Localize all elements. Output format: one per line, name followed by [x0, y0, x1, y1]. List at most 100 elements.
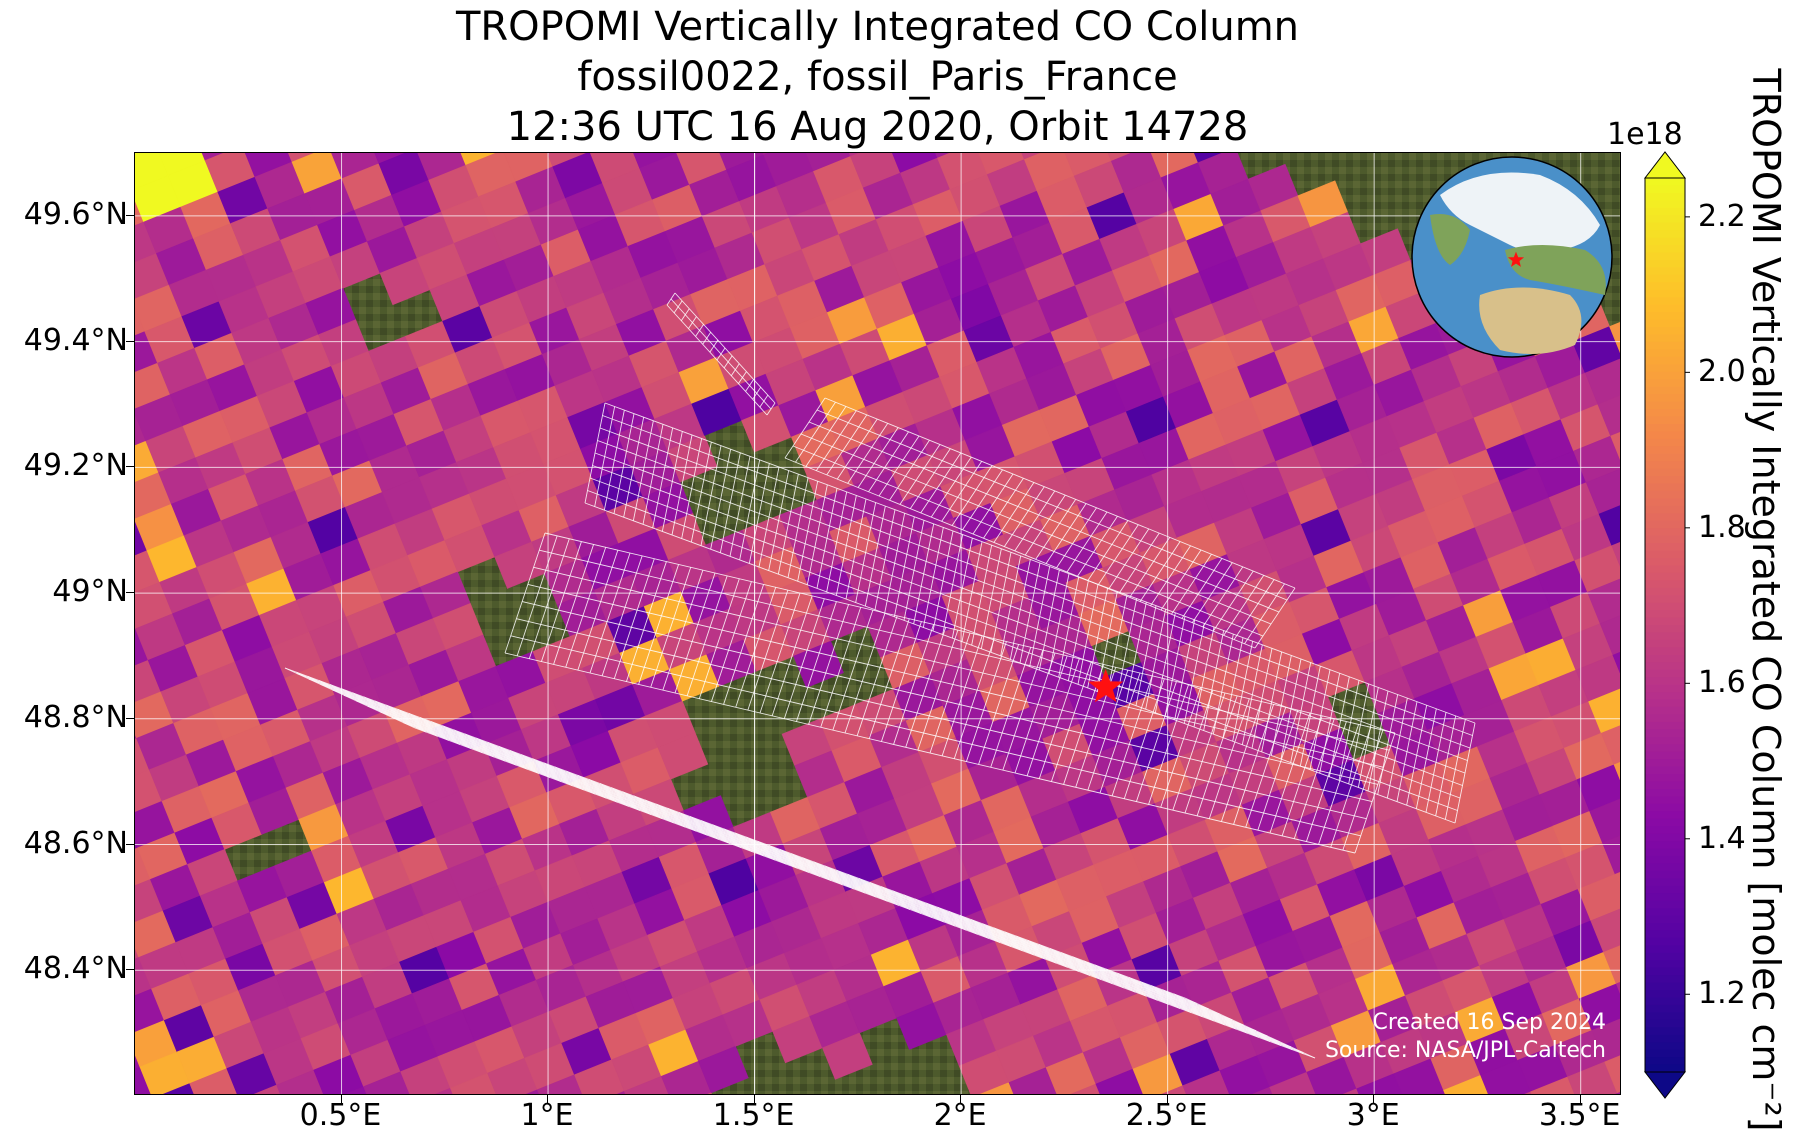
colorbar-segment [1645, 1064, 1685, 1073]
colorbar-segment [1645, 811, 1685, 820]
co-pixel [1342, 1088, 1360, 1094]
colorbar-segment [1645, 706, 1685, 715]
colorbar-segment [1645, 520, 1685, 529]
colorbar-segment [1645, 438, 1685, 447]
colorbar-segment [1645, 1034, 1685, 1043]
co-pixel [1584, 358, 1620, 405]
co-pixel [1070, 1083, 1101, 1094]
co-pixel [162, 1083, 195, 1094]
co-pixel [1599, 615, 1620, 656]
colorbar-segment [1645, 304, 1685, 313]
colorbar-segment [1645, 692, 1685, 701]
colorbar-segment [1645, 721, 1685, 730]
colorbar-tick-label: 1.6 [1698, 665, 1746, 701]
colorbar-segment [1645, 505, 1685, 514]
co-pixel [135, 1066, 152, 1094]
co-pixel [1603, 945, 1620, 985]
colorbar-segment [1645, 490, 1685, 499]
colorbar-segment [1645, 841, 1685, 850]
colorbar-segment [1645, 848, 1685, 857]
colorbar-extend-max [1643, 151, 1687, 179]
colorbar-segment [1645, 341, 1685, 350]
colorbar-tick-label: 1.2 [1698, 976, 1746, 1012]
lat-tick-label: 49°N [52, 574, 128, 610]
lat-tick [126, 717, 134, 719]
colorbar-segment [1645, 729, 1685, 738]
colorbar-segment [1645, 185, 1685, 194]
lat-tick-label: 49.6°N [23, 196, 128, 232]
colorbar-segment [1645, 408, 1685, 417]
colorbar-segment [1645, 431, 1685, 440]
co-pixel [1614, 871, 1620, 888]
colorbar-segment [1645, 282, 1685, 291]
chart-title: TROPOMI Vertically Integrated CO Column … [134, 2, 1621, 152]
co-pixel [1356, 1073, 1403, 1094]
co-pixel [616, 1090, 626, 1094]
colorbar-segment [1645, 259, 1685, 268]
co-pixel [1588, 688, 1620, 734]
co-pixel [1575, 654, 1620, 703]
colorbar-segment [1645, 1012, 1685, 1021]
lat-tick [126, 843, 134, 845]
credit-source: Source: NASA/JPL-Caltech [1324, 1038, 1606, 1063]
co-pixel [623, 1075, 669, 1094]
lat-tick-label: 48.8°N [23, 699, 128, 735]
co-pixel [1443, 1074, 1489, 1094]
co-pixel [276, 1069, 324, 1094]
colorbar-segment [1645, 498, 1685, 507]
colorbar-segment [1645, 751, 1685, 760]
title-line-3: 12:36 UTC 16 Aug 2020, Orbit 14728 [506, 104, 1249, 150]
lat-tick [126, 969, 134, 971]
lat-tick [126, 340, 134, 342]
colorbar-segment [1645, 855, 1685, 864]
colorbar-segment [1645, 178, 1685, 187]
co-pixel [1574, 545, 1620, 593]
lat-tick [126, 466, 134, 468]
co-pixel [1107, 153, 1133, 162]
target-swath [284, 667, 1316, 1059]
map-panel[interactable]: Created 16 Sep 2024 Source: NASA/JPL-Cal… [134, 152, 1621, 1095]
co-pixel [1573, 435, 1620, 483]
lon-tick-label: 3°E [1346, 1098, 1400, 1133]
lat-tick [126, 592, 134, 594]
colorbar-segment [1645, 826, 1685, 835]
colorbar-segment [1645, 587, 1685, 596]
co-pixel [460, 153, 497, 166]
lon-tick-label: 1°E [520, 1098, 574, 1133]
colorbar-segment [1645, 937, 1685, 946]
colorbar-segment [1645, 416, 1685, 425]
co-pixel [1530, 1076, 1575, 1094]
colorbar-segment [1645, 945, 1685, 954]
co-pixel [1617, 1092, 1620, 1094]
colorbar-segment [1645, 528, 1685, 537]
colorbar-segment [1645, 975, 1685, 984]
lat-tick-label: 49.4°N [23, 322, 128, 358]
lon-tick [340, 1095, 342, 1103]
colorbar-segment [1645, 334, 1685, 343]
colorbar-segment [1645, 401, 1685, 410]
colorbar-segment [1645, 1049, 1685, 1058]
colorbar-segment [1645, 267, 1685, 276]
colorbar-segment [1645, 1057, 1685, 1066]
co-pixel [374, 153, 407, 165]
colorbar-segment [1645, 274, 1685, 283]
co-pixel-layer [135, 153, 1620, 1094]
co-pixel [707, 1092, 713, 1094]
co-pixel [363, 1071, 411, 1094]
colorbar-tick-label: 1.4 [1698, 820, 1746, 856]
colorbar-segment [1645, 863, 1685, 872]
colorbar-segment [1645, 200, 1685, 209]
co-pixel [288, 153, 316, 163]
colorbar-segment [1645, 245, 1685, 254]
co-pixel [1578, 983, 1620, 1031]
lon-tick-label: 1.5°E [712, 1098, 795, 1133]
lon-tick-label: 3.5°E [1538, 1098, 1621, 1133]
colorbar-segment [1645, 394, 1685, 403]
colorbar-segment [1645, 192, 1685, 201]
colorbar-segment [1645, 736, 1685, 745]
colorbar-segment [1645, 818, 1685, 827]
colorbar-segment [1645, 632, 1685, 641]
colorbar-segment [1645, 684, 1685, 693]
colorbar-segment [1645, 714, 1685, 723]
colorbar-segment [1645, 423, 1685, 432]
